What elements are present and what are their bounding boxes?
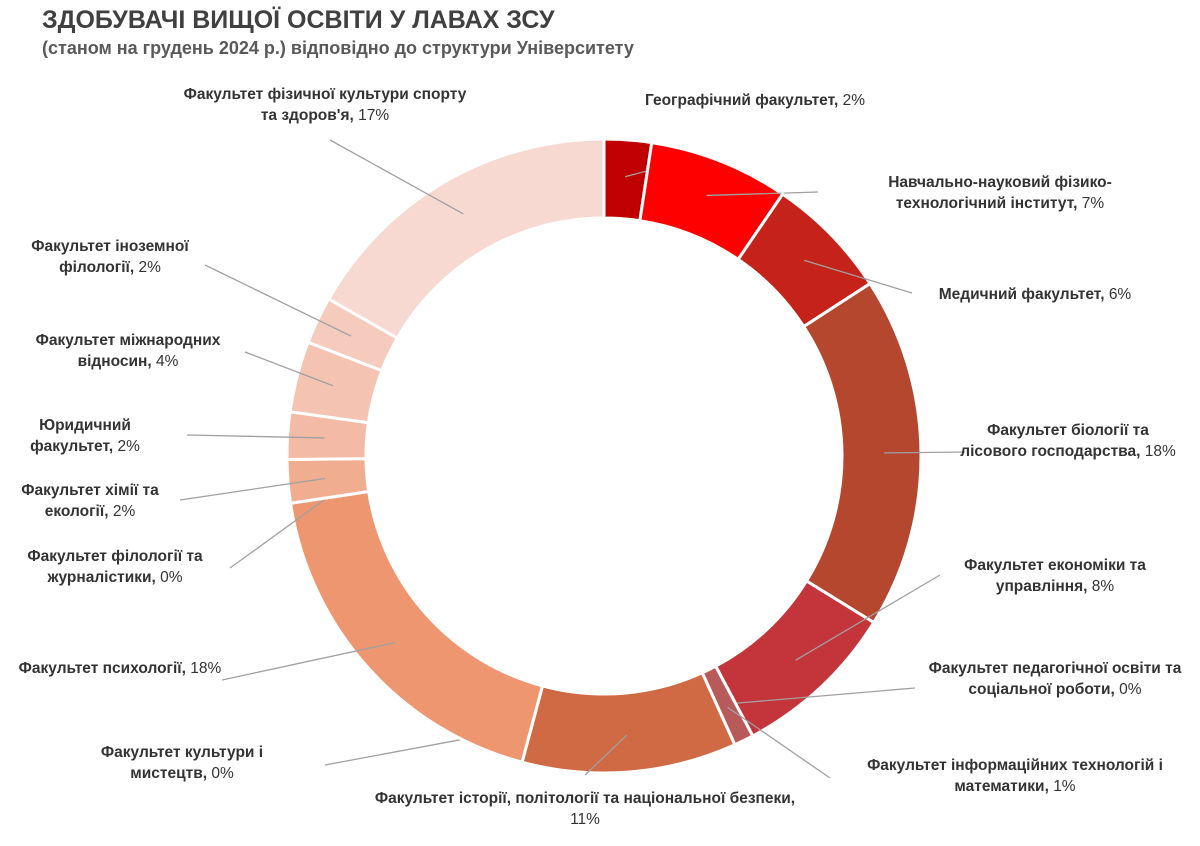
category-label: Медичний факультет, <box>938 286 1105 303</box>
data-label: Факультет іноземної філології, 2% <box>30 236 190 278</box>
category-label: Факультет філології та журналістики, <box>27 548 203 586</box>
data-label: Факультет психології, 18% <box>5 658 235 679</box>
leader-line <box>244 351 334 387</box>
data-label: Факультет економіки та управління, 8% <box>930 555 1180 597</box>
leader-line <box>735 687 916 704</box>
leader-line <box>584 734 628 776</box>
chart-title: ЗДОБУВАЧІ ВИЩОЇ ОСВІТИ У ЛАВАХ ЗСУ <box>42 6 555 34</box>
value-label: 4% <box>156 353 179 370</box>
leader-line <box>204 264 352 337</box>
value-label: 11% <box>570 811 600 828</box>
data-label: Медичний факультет, 6% <box>905 284 1165 305</box>
value-label: 18% <box>190 660 222 677</box>
leader-line <box>221 641 396 681</box>
category-label: Факультет психології, <box>18 660 186 677</box>
category-label: Факультет педагогічної освіти та соціаль… <box>928 660 1182 698</box>
data-label: Факультет філології та журналістики, 0% <box>0 546 230 588</box>
leader-line <box>883 451 966 454</box>
data-label: Юридичний факультет, 2% <box>0 415 170 457</box>
data-label: Факультет хімії та екології, 2% <box>0 480 180 522</box>
data-label: Факультет педагогічної освіти та соціаль… <box>920 658 1190 700</box>
category-label: Факультет міжнародних відносин, <box>35 332 221 370</box>
data-label: Факультет фізичної культури спорту та зд… <box>175 84 475 126</box>
leader-line <box>186 434 325 439</box>
value-label: 2% <box>138 259 161 276</box>
donut-segment <box>326 137 606 341</box>
category-label: Факультет інформаційних технологій і мат… <box>867 757 1163 795</box>
category-label: Факультет фізичної культури спорту та зд… <box>183 86 467 124</box>
data-label: Факультет інформаційних технологій і мат… <box>835 755 1195 797</box>
data-label: Факультет міжнародних відносин, 4% <box>8 330 248 372</box>
leader-line <box>329 139 464 215</box>
value-label: 18% <box>1144 443 1176 460</box>
value-label: 6% <box>1108 286 1132 303</box>
leader-line <box>804 259 913 294</box>
value-label: 2% <box>112 503 136 520</box>
value-label: 2% <box>842 92 866 109</box>
leader-line <box>706 191 819 197</box>
value-label: 0% <box>160 569 183 586</box>
category-label: Факультет біології та лісового господарс… <box>960 422 1149 460</box>
category-label: Факультет економіки та управління, <box>964 557 1146 595</box>
category-label: Факультет культури і мистецтв, <box>100 744 264 782</box>
data-label: Навчально-науковий фізико-технологічний … <box>850 172 1150 214</box>
data-label: Факультет біології та лісового господарс… <box>958 420 1178 462</box>
value-label: 0% <box>211 765 234 782</box>
value-label: 0% <box>1119 681 1142 698</box>
category-label: Факультет іноземної філології, <box>31 238 189 276</box>
category-label: Юридичний факультет, <box>30 417 131 455</box>
category-label: Навчально-науковий фізико-технологічний … <box>888 174 1112 212</box>
value-label: 2% <box>117 438 140 455</box>
data-label: Факультет історії, політології та націон… <box>365 788 805 830</box>
category-label: Факультет хімії та екології, <box>21 482 159 520</box>
value-label: 8% <box>1091 578 1115 595</box>
value-label: 1% <box>1053 778 1076 795</box>
category-label: Факультет історії, політології та націон… <box>374 790 796 807</box>
data-label: Географічний факультет, 2% <box>620 90 890 111</box>
donut-segment <box>520 670 737 775</box>
chart-subtitle: (станом на грудень 2024 р.) відповідно д… <box>42 38 634 58</box>
category-label: Географічний факультет, <box>644 92 839 109</box>
leader-line <box>727 706 831 779</box>
leader-line <box>179 477 325 501</box>
leader-line <box>795 574 941 661</box>
value-label: 17% <box>358 107 390 124</box>
data-label: Факультет культури і мистецтв, 0% <box>67 742 297 784</box>
donut-segment <box>288 489 545 765</box>
leader-line <box>229 497 328 569</box>
value-label: 7% <box>1081 195 1105 212</box>
